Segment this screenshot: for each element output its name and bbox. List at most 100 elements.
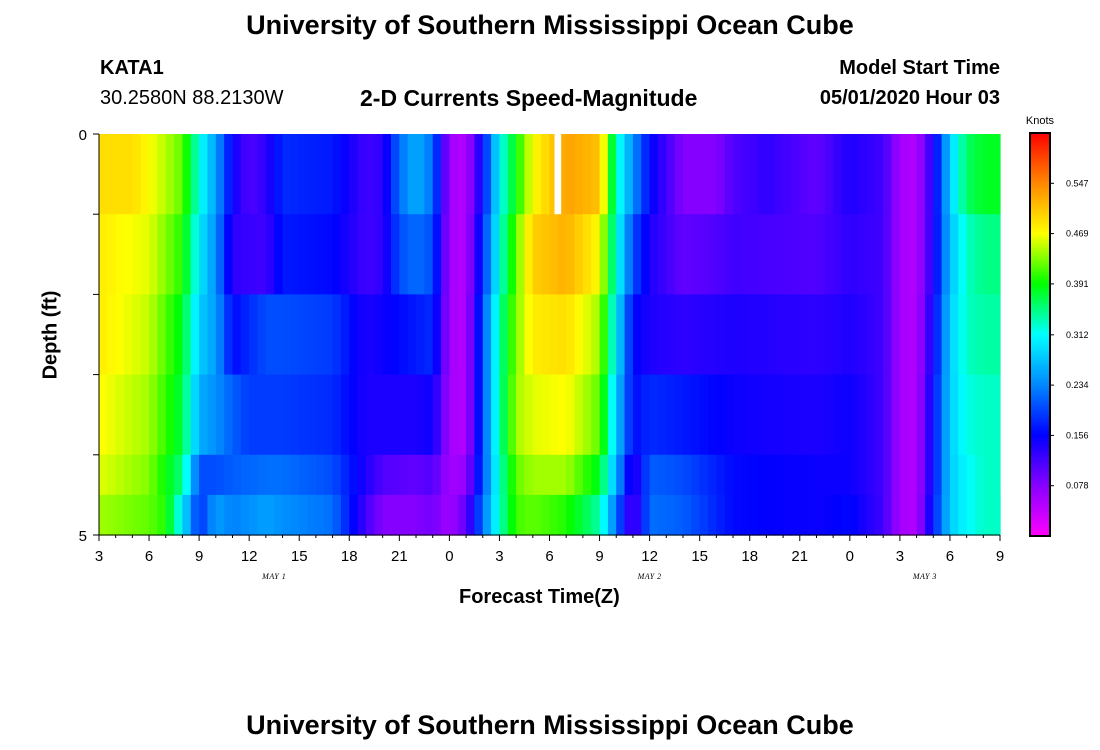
heatmap-cell (891, 134, 901, 215)
heatmap-cell (382, 294, 392, 376)
heatmap-cell (607, 134, 617, 215)
heatmap-cell (416, 214, 425, 295)
heatmap-cell (140, 294, 150, 376)
colorbar-segment (1030, 415, 1050, 418)
heatmap-cell (833, 374, 843, 456)
colorbar-segment (1030, 167, 1050, 170)
heatmap-cell (232, 294, 242, 376)
heatmap-cell (899, 294, 909, 376)
colorbar-segment (1030, 328, 1050, 332)
heatmap-cell (407, 214, 417, 295)
x-tick-label: 0 (445, 548, 453, 565)
x-axis-label: Forecast Time(Z) (459, 586, 620, 608)
heatmap-cell (607, 494, 617, 536)
heatmap-cell (324, 134, 334, 215)
heatmap-cell (891, 374, 901, 456)
heatmap-cell (841, 214, 851, 295)
heatmap-cell (340, 214, 350, 295)
heatmap-cell (724, 134, 734, 215)
heatmap-cell (841, 494, 851, 536)
colorbar-segment (1030, 310, 1050, 313)
heatmap-cell (466, 374, 476, 456)
colorbar-segment (1030, 286, 1050, 289)
heatmap-cell (899, 214, 909, 295)
heatmap-cell (783, 294, 793, 376)
heatmap-cell (616, 214, 626, 295)
heatmap-cell (424, 294, 434, 376)
heatmap-cell (491, 494, 501, 536)
heatmap-cell (874, 374, 884, 456)
heatmap-cell (149, 494, 158, 536)
heatmap-cell (916, 294, 926, 376)
heatmap-cell (933, 134, 943, 215)
heatmap-cell (507, 374, 517, 456)
heatmap-cell (340, 294, 350, 376)
heatmap-cell (624, 374, 634, 456)
heatmap-cell (682, 374, 692, 456)
heatmap-cell (674, 494, 684, 536)
heatmap-cell (833, 214, 843, 295)
heatmap-cell (390, 294, 400, 376)
heatmap-cell (908, 374, 918, 456)
colorbar-segment (1030, 316, 1050, 319)
colorbar-segment (1030, 461, 1050, 465)
y-tick-label-bottom: 5 (79, 528, 87, 545)
heatmap-cell (666, 134, 676, 215)
heatmap-cell (416, 374, 425, 456)
colorbar-segment (1030, 390, 1050, 394)
colorbar-segment (1030, 231, 1050, 235)
heatmap-cell (215, 294, 225, 376)
heatmap-cell (282, 374, 292, 456)
heatmap-cell (682, 294, 692, 376)
heatmap-cell (474, 134, 484, 215)
heatmap-cell (424, 374, 434, 456)
heatmap-cell (541, 294, 551, 376)
heatmap-cell (432, 294, 442, 376)
colorbar-segment (1030, 368, 1050, 372)
colorbar-segment (1030, 197, 1050, 201)
heatmap-cell (682, 214, 692, 295)
heatmap-cell (115, 294, 125, 376)
colorbar-segment (1030, 284, 1050, 287)
colorbar-segment (1030, 447, 1050, 450)
heatmap-cell (666, 214, 676, 295)
heatmap-cell (591, 134, 601, 215)
colorbar-segment (1030, 229, 1050, 233)
heatmap-cell (841, 374, 851, 456)
colorbar-segment (1030, 304, 1050, 307)
heatmap-cell (215, 494, 225, 536)
heatmap-cell (908, 494, 918, 536)
heatmap-cell (432, 134, 442, 215)
heatmap-cell (783, 134, 793, 215)
heatmap-cell (799, 374, 809, 456)
colorbar-segment (1030, 376, 1050, 380)
colorbar-segment (1030, 465, 1050, 469)
heatmap-cell (257, 214, 267, 295)
heatmap-cell (482, 374, 492, 456)
colorbar-segment (1030, 501, 1050, 505)
heatmap-cell (307, 374, 317, 456)
heatmap-cell (916, 494, 926, 536)
colorbar-segment (1030, 473, 1050, 477)
heatmap-cell (499, 494, 509, 536)
colorbar-segment (1030, 495, 1050, 499)
heatmap-cell (599, 374, 609, 456)
colorbar-segment (1030, 294, 1050, 297)
colorbar-segment (1030, 483, 1050, 487)
heatmap-cell (315, 374, 325, 456)
x-tick-label: 18 (341, 548, 358, 565)
colorbar-segment (1030, 241, 1050, 245)
heatmap-cell (566, 214, 576, 295)
colorbar-segment (1030, 298, 1050, 301)
colorbar-segment (1030, 247, 1050, 251)
colorbar: Knots 0.078 0.156 0.234 0.312 0.391 0.469 0.547 (1026, 115, 1089, 537)
heatmap-cell (791, 134, 801, 215)
heatmap-cell (799, 214, 809, 295)
heatmap-cell (240, 294, 250, 376)
heatmap-cell (324, 494, 334, 536)
heatmap-cell (924, 494, 934, 536)
heatmap-cell (883, 374, 893, 456)
heatmap-cell (541, 134, 551, 215)
colorbar-segment (1030, 336, 1050, 340)
heatmap-cell (624, 294, 634, 376)
